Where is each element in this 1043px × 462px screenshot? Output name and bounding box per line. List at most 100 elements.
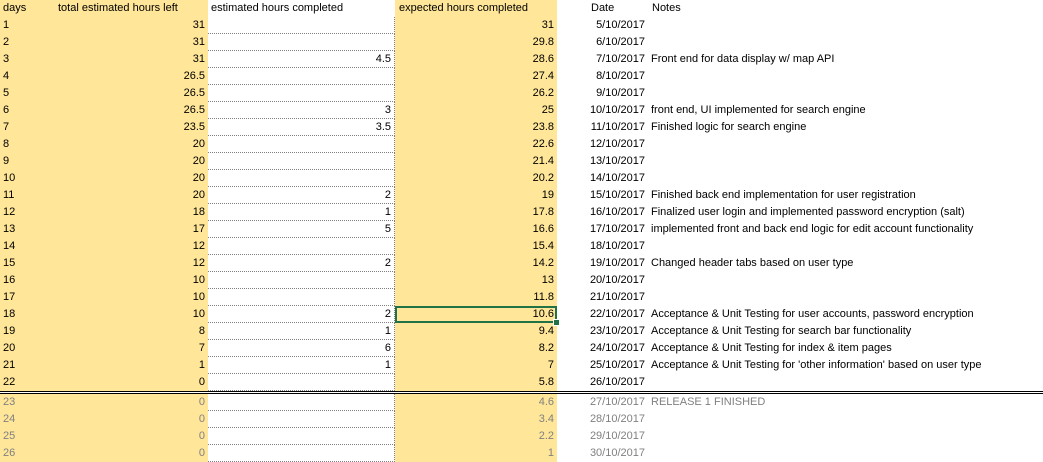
cell-notes[interactable] [648,289,1043,306]
cell-date[interactable]: 28/10/2017 [589,413,645,425]
cell-expected-completed[interactable]: 7 [395,357,557,374]
cell-est-completed[interactable] [208,85,395,102]
cell-notes[interactable]: RELEASE 1 FINISHED [651,396,766,408]
cell-est-completed[interactable] [208,289,395,306]
cell-total-left[interactable]: 31 [55,17,208,34]
cell-expected-completed[interactable]: 28.6 [395,51,557,68]
cell-date[interactable]: 20/10/2017 [589,274,645,286]
cell-est-completed[interactable] [208,374,395,391]
cell-expected-completed[interactable]: 14.2 [395,255,557,272]
cell-total-left[interactable]: 10 [55,306,208,323]
cell-notes[interactable]: Finished logic for search engine [651,121,807,133]
cell-expected-completed[interactable]: 16.6 [395,221,557,238]
cell-est-completed[interactable] [208,428,395,445]
cell-expected-completed[interactable]: 11.8 [395,289,557,306]
cell-expected-completed[interactable]: 15.4 [395,238,557,255]
cell-day[interactable]: 16 [0,272,55,289]
cell-notes[interactable] [648,411,1043,428]
cell-total-left[interactable]: 12 [55,238,208,255]
cell-expected-completed[interactable]: 4.6 [395,394,557,411]
cell-est-completed[interactable] [208,411,395,428]
cell-expected-completed[interactable]: 5.8 [395,374,557,391]
cell-expected-completed[interactable]: 21.4 [395,153,557,170]
cell-est-completed[interactable]: 2 [208,255,395,272]
cell-est-completed[interactable]: 2 [208,187,395,204]
cell-day[interactable]: 13 [0,221,55,238]
cell-day[interactable]: 19 [0,323,55,340]
cell-expected-completed[interactable]: 1 [395,445,557,462]
cell-expected-completed[interactable]: 13 [395,272,557,289]
cell-est-completed[interactable]: 1 [208,357,395,374]
cell-date[interactable]: 30/10/2017 [589,447,645,459]
cell-date[interactable]: 19/10/2017 [589,257,645,269]
cell-expected-completed[interactable]: 31 [395,17,557,34]
cell-date[interactable]: 26/10/2017 [589,376,645,388]
cell-date[interactable]: 12/10/2017 [589,138,645,150]
cell-day[interactable]: 24 [0,411,55,428]
cell-date[interactable]: 25/10/2017 [589,359,645,371]
cell-total-left[interactable]: 8 [55,323,208,340]
cell-est-completed[interactable]: 2 [208,306,395,323]
cell-est-completed[interactable]: 1 [208,204,395,221]
cell-total-left[interactable]: 20 [55,170,208,187]
cell-day[interactable]: 15 [0,255,55,272]
cell-est-completed[interactable]: 4.5 [208,51,395,68]
cell-expected-completed[interactable]: 19 [395,187,557,204]
cell-day[interactable]: 21 [0,357,55,374]
cell-date[interactable]: 21/10/2017 [589,291,645,303]
cell-date[interactable]: 5/10/2017 [596,19,645,31]
cell-day[interactable]: 18 [0,306,55,323]
cell-total-left[interactable]: 26.5 [55,85,208,102]
cell-notes[interactable]: Acceptance & Unit Testing for 'other inf… [651,359,982,371]
cell-notes[interactable] [648,428,1043,445]
cell-notes[interactable] [648,17,1043,34]
cell-total-left[interactable]: 18 [55,204,208,221]
cell-notes[interactable]: Acceptance & Unit Testing for user accou… [651,308,974,320]
cell-expected-completed[interactable]: 20.2 [395,170,557,187]
cell-day[interactable]: 5 [0,85,55,102]
cell-notes[interactable] [648,34,1043,51]
header-expected-completed[interactable]: expected hours completed [395,0,557,17]
cell-day[interactable]: 10 [0,170,55,187]
cell-date[interactable]: 23/10/2017 [589,325,645,337]
cell-notes[interactable]: Acceptance & Unit Testing for index & it… [651,342,892,354]
cell-est-completed[interactable] [208,394,395,411]
cell-notes[interactable] [648,170,1043,187]
cell-est-completed[interactable]: 6 [208,340,395,357]
cell-notes[interactable]: implemented front and back end logic for… [651,223,974,235]
cell-day[interactable]: 26 [0,445,55,462]
cell-date[interactable]: 6/10/2017 [596,36,645,48]
cell-est-completed[interactable] [208,445,395,462]
cell-notes[interactable]: Acceptance & Unit Testing for search bar… [651,325,912,337]
cell-notes[interactable] [648,374,1043,391]
cell-notes[interactable] [648,68,1043,85]
cell-day[interactable]: 17 [0,289,55,306]
header-total-left[interactable]: total estimated hours left [55,0,208,17]
cell-day[interactable]: 22 [0,374,55,391]
cell-est-completed[interactable]: 3.5 [208,119,395,136]
cell-date[interactable]: 16/10/2017 [589,206,645,218]
cell-est-completed[interactable] [208,17,395,34]
cell-date[interactable]: 15/10/2017 [589,189,645,201]
cell-total-left[interactable]: 0 [55,445,208,462]
fill-handle[interactable] [553,319,560,326]
cell-notes[interactable] [648,153,1043,170]
cell-est-completed[interactable]: 1 [208,323,395,340]
cell-expected-completed[interactable]: 26.2 [395,85,557,102]
cell-total-left[interactable]: 10 [55,272,208,289]
cell-day[interactable]: 12 [0,204,55,221]
cell-date[interactable]: 13/10/2017 [589,155,645,167]
cell-total-left[interactable]: 26.5 [55,102,208,119]
cell-date[interactable]: 14/10/2017 [589,172,645,184]
cell-date[interactable]: 17/10/2017 [589,223,645,235]
cell-est-completed[interactable] [208,153,395,170]
cell-day[interactable]: 4 [0,68,55,85]
cell-day[interactable]: 14 [0,238,55,255]
cell-total-left[interactable]: 23.5 [55,119,208,136]
cell-total-left[interactable]: 12 [55,255,208,272]
cell-est-completed[interactable] [208,238,395,255]
selected-cell[interactable]: 10.6 [395,306,560,326]
header-days[interactable]: days [0,0,55,17]
cell-total-left[interactable]: 10 [55,289,208,306]
